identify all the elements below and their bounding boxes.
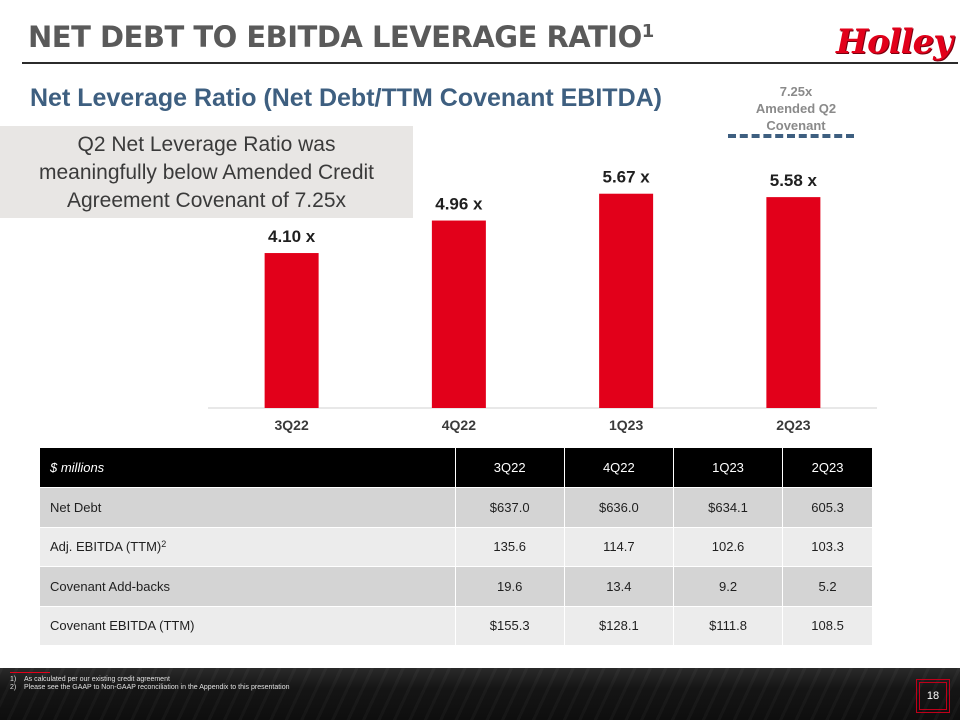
holley-logo: Holley bbox=[835, 22, 953, 62]
footnote-2: 2) Please see the GAAP to Non-GAAP reconc… bbox=[10, 684, 290, 692]
table-header-row: $ millions 3Q22 4Q22 1Q23 2Q23 bbox=[40, 448, 873, 488]
chart-subtitle: Net Leverage Ratio (Net Debt/TTM Covenan… bbox=[30, 84, 663, 112]
table-cell: 19.6 bbox=[455, 566, 565, 607]
table-header-cell: 3Q22 bbox=[455, 448, 565, 488]
financials-table: $ millions 3Q22 4Q22 1Q23 2Q23 Net Debt … bbox=[40, 448, 873, 646]
row-label: Covenant EBITDA (TTM) bbox=[40, 606, 456, 646]
table-row: Adj. EBITDA (TTM)2 135.6 114.7 102.6 103… bbox=[40, 527, 873, 567]
x-tick-label: 2Q23 bbox=[776, 417, 810, 433]
table-cell: 5.2 bbox=[782, 566, 873, 607]
leverage-bar-chart: 4.10 x 3Q22 4.96 x 4Q22 5.67 x 1Q23 5.58 x 2Q23 bbox=[208, 168, 877, 433]
row-label: Adj. EBITDA (TTM)2 bbox=[40, 527, 456, 567]
table-cell: 13.4 bbox=[564, 566, 674, 607]
table-cell: $111.8 bbox=[673, 606, 784, 646]
row-label: Covenant Add-backs bbox=[40, 566, 456, 607]
bar-4q22 bbox=[431, 220, 486, 408]
x-tick-label: 3Q22 bbox=[275, 417, 309, 433]
covenant-value: 7.25x bbox=[779, 84, 813, 99]
table-cell: 103.3 bbox=[782, 527, 873, 567]
footer-band bbox=[0, 668, 960, 720]
table-header-cell: 2Q23 bbox=[782, 448, 873, 488]
data-label: 4.10 x bbox=[268, 227, 316, 246]
row-label-text: Covenant Add-backs bbox=[50, 578, 170, 594]
callout-line3: Agreement Covenant of 7.25x bbox=[66, 189, 346, 212]
footer-texture bbox=[0, 668, 960, 720]
callout-line1: Q2 Net Leverage Ratio was bbox=[77, 133, 336, 156]
bar-2q23 bbox=[766, 197, 821, 408]
footnote-text: As calculated per our existing credit ag… bbox=[24, 676, 170, 683]
title-footnote-marker: 1 bbox=[641, 21, 655, 42]
footnote-1: 1) As calculated per our existing credit … bbox=[10, 676, 290, 684]
table-cell: $634.1 bbox=[673, 487, 784, 528]
data-label: 4.96 x bbox=[435, 195, 483, 214]
footnote-divider bbox=[10, 672, 50, 673]
row-label-text: Adj. EBITDA (TTM) bbox=[50, 539, 162, 555]
bar-3q22 bbox=[264, 253, 319, 408]
row-label-text: Covenant EBITDA (TTM) bbox=[50, 618, 195, 634]
table-cell: $636.0 bbox=[564, 487, 674, 528]
table-row: Covenant EBITDA (TTM) $155.3 $128.1 $111… bbox=[40, 606, 873, 646]
table-header-cell: $ millions bbox=[40, 448, 456, 488]
table-header-cell: 1Q23 bbox=[673, 448, 784, 488]
table-cell: $637.0 bbox=[455, 487, 565, 528]
footnote-number: 1) bbox=[10, 676, 17, 683]
footnotes: 1) As calculated per our existing credit … bbox=[10, 676, 290, 692]
page-number-frame bbox=[916, 679, 950, 713]
x-tick-label: 4Q22 bbox=[442, 417, 476, 433]
covenant-label-line1: Amended Q2 bbox=[755, 101, 837, 116]
table-row: Covenant Add-backs 19.6 13.4 9.2 5.2 bbox=[40, 566, 873, 607]
row-label: Net Debt bbox=[40, 487, 456, 528]
page-number: 18 bbox=[919, 682, 947, 710]
table-cell: 605.3 bbox=[782, 487, 873, 528]
table-cell: $155.3 bbox=[455, 606, 565, 646]
table-header-cell: 4Q22 bbox=[564, 448, 674, 488]
table-cell: 108.5 bbox=[782, 606, 873, 646]
callout-line2: meaningfully below Amended Credit bbox=[38, 161, 375, 184]
data-label: 5.58 x bbox=[770, 171, 818, 190]
slide-title: NET DEBT TO EBITDA LEVERAGE RATIO1 bbox=[28, 20, 654, 54]
table-cell: $128.1 bbox=[564, 606, 674, 646]
covenant-label: 7.25x Amended Q2 Covenant bbox=[736, 83, 856, 134]
table-row: Net Debt $637.0 $636.0 $634.1 605.3 bbox=[40, 487, 873, 528]
covenant-reference-line bbox=[728, 134, 854, 138]
slide-title-text: NET DEBT TO EBITDA LEVERAGE RATIO bbox=[28, 20, 642, 54]
table-cell: 9.2 bbox=[673, 566, 784, 607]
bar-1q23 bbox=[599, 193, 654, 408]
table-cell: 114.7 bbox=[564, 527, 674, 567]
callout-box: Q2 Net Leverage Ratio was meaningfully b… bbox=[0, 126, 413, 218]
footnote-marker: 2 bbox=[161, 539, 167, 550]
covenant-label-line2: Covenant bbox=[766, 118, 826, 133]
footnote-number: 2) bbox=[10, 684, 17, 691]
title-divider bbox=[22, 62, 958, 64]
row-label-text: Net Debt bbox=[50, 499, 102, 515]
table-cell: 102.6 bbox=[673, 527, 784, 567]
data-label: 5.67 x bbox=[602, 168, 650, 187]
table-cell: 135.6 bbox=[455, 527, 565, 567]
x-tick-label: 1Q23 bbox=[609, 417, 643, 433]
footnote-text: Please see the GAAP to Non-GAAP reconcil… bbox=[24, 684, 290, 691]
